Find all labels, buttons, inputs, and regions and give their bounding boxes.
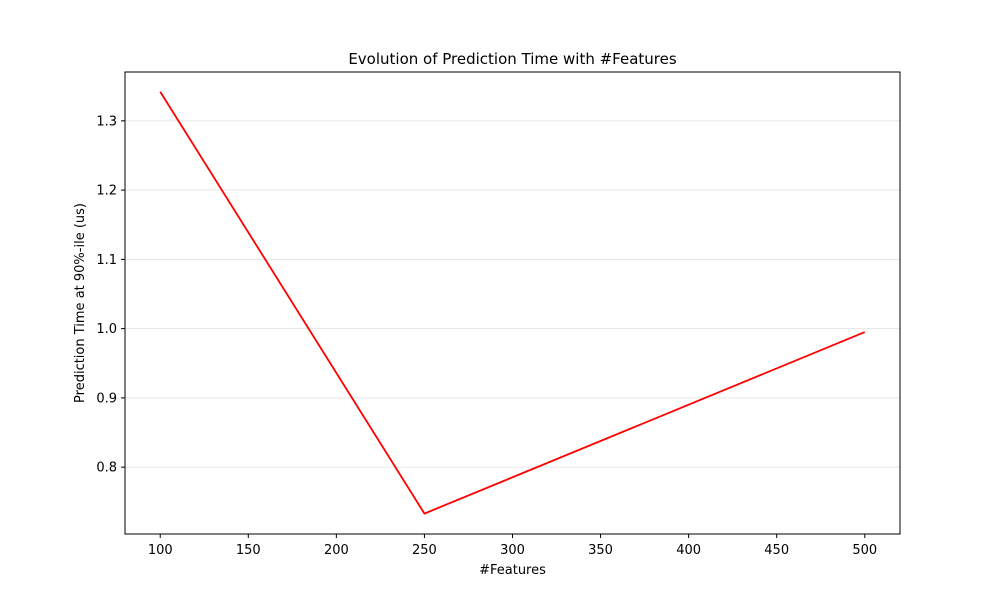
- x-axis-label: #Features: [479, 563, 546, 578]
- chart-title: Evolution of Prediction Time with #Featu…: [348, 50, 677, 68]
- x-tick-label: 350: [588, 543, 613, 558]
- y-tick-label: 1.0: [96, 322, 117, 337]
- y-tick-label: 0.8: [96, 461, 117, 476]
- x-tick-label: 150: [236, 543, 261, 558]
- x-tick-label: 250: [412, 543, 437, 558]
- y-tick-label: 1.3: [96, 114, 117, 129]
- y-tick-label: 1.2: [96, 184, 117, 199]
- x-tick-label: 450: [764, 543, 789, 558]
- y-tick-label: 0.9: [96, 391, 117, 406]
- x-tick-label: 100: [148, 543, 173, 558]
- x-tick-label: 500: [852, 543, 877, 558]
- x-tick-label: 300: [500, 543, 525, 558]
- x-tick-label: 200: [324, 543, 349, 558]
- x-tick-label: 400: [676, 543, 701, 558]
- y-axis-label: Prediction Time at 90%-ile (us): [73, 203, 88, 403]
- y-tick-label: 1.1: [96, 253, 117, 268]
